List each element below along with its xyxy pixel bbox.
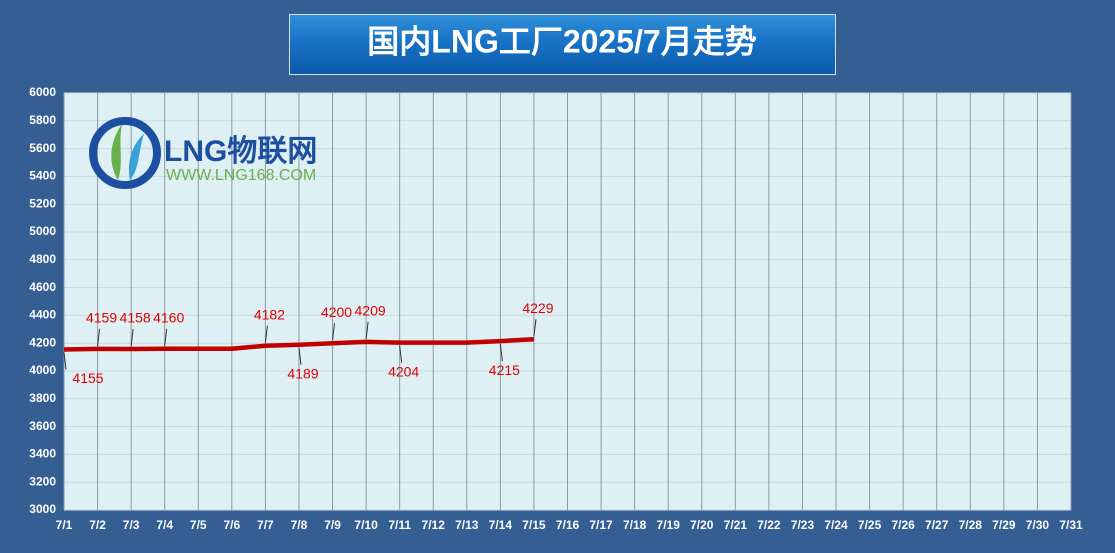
y-tick-label: 3000: [29, 502, 56, 516]
data-label: 4200: [321, 304, 352, 320]
y-tick-label: 5600: [29, 141, 56, 155]
logo-leaf: [128, 134, 144, 180]
x-tick-label: 7/17: [589, 518, 613, 532]
y-tick-label: 4000: [29, 363, 56, 377]
x-tick-label: 7/15: [522, 518, 546, 532]
chart-title: 国内LNG工厂2025/7月走势: [367, 23, 756, 59]
x-tick-label: 7/14: [489, 518, 513, 532]
y-tick-label: 4800: [29, 252, 56, 266]
x-tick-label: 7/25: [858, 518, 882, 532]
x-tick-label: 7/29: [992, 518, 1016, 532]
logo-brand: LNG物联网: [164, 135, 317, 168]
data-label: 4209: [355, 303, 386, 319]
leader-line: [164, 328, 168, 346]
leader-line: [264, 325, 268, 343]
leader-line: [499, 344, 503, 362]
title-box: [289, 14, 836, 75]
leader-line: [365, 321, 369, 340]
y-tick-label: 5800: [29, 113, 56, 127]
x-tick-label: 7/18: [623, 518, 647, 532]
data-label: 4159: [86, 310, 117, 326]
x-tick-label: 7/27: [925, 518, 949, 532]
leader-line: [97, 328, 101, 346]
data-label: 4155: [72, 370, 103, 386]
data-label: 4189: [287, 365, 318, 381]
x-tick-label: 7/16: [556, 518, 580, 532]
logo-url: WWW.LNG168.COM: [166, 167, 316, 184]
y-tick-label: 6000: [29, 85, 56, 99]
x-tick-label: 7/3: [123, 518, 140, 532]
data-label: 4158: [120, 310, 151, 326]
x-tick-label: 7/31: [1059, 518, 1083, 532]
x-tick-label: 7/8: [291, 518, 308, 532]
x-tick-label: 7/4: [156, 518, 173, 532]
x-tick-label: 7/11: [388, 518, 411, 532]
leader-line: [130, 328, 134, 347]
data-label: 4229: [522, 300, 553, 316]
line: [63, 336, 535, 352]
x-tick-label: 7/23: [791, 518, 815, 532]
y-tick-label: 4400: [29, 308, 56, 322]
x-tick-label: 7/24: [824, 518, 848, 532]
x-tick-label: 7/7: [257, 518, 274, 532]
x-tick-label: 7/13: [455, 518, 479, 532]
x-tick-label: 7/30: [1026, 518, 1050, 532]
x-tick-label: 7/22: [757, 518, 781, 532]
leader-line: [332, 323, 336, 341]
y-tick-label: 4600: [29, 280, 56, 294]
data-label: 4160: [153, 309, 184, 325]
y-tick-label: 5200: [29, 196, 56, 210]
data-label: 4215: [489, 362, 520, 378]
x-tick-label: 7/9: [324, 518, 341, 532]
x-tick-label: 7/1: [56, 518, 73, 532]
y-tick-label: 3200: [29, 474, 56, 488]
x-tick-label: 7/20: [690, 518, 714, 532]
data-label: 4182: [254, 306, 285, 322]
x-tick-label: 7/19: [657, 518, 681, 532]
y-tick-label: 5400: [29, 169, 56, 183]
y-tick-label: 3400: [29, 447, 56, 461]
logo-leaf: [111, 124, 122, 180]
logo-ring: [89, 117, 161, 189]
y-tick-label: 3800: [29, 391, 56, 405]
leader-line: [533, 319, 537, 337]
x-tick-label: 7/5: [190, 518, 207, 532]
x-tick-label: 7/12: [422, 518, 446, 532]
leader-line: [399, 345, 403, 363]
y-tick-label: 5000: [29, 224, 56, 238]
y-tick-label: 4200: [29, 335, 56, 349]
logo: LNG物联网 WWW.LNG168.COM: [89, 117, 317, 189]
leader-line: [63, 352, 67, 370]
x-tick-label: 7/10: [354, 518, 378, 532]
x-tick-label: 7/26: [891, 518, 915, 532]
x-tick-label: 7/21: [724, 518, 748, 532]
x-tick-label: 7/6: [223, 518, 240, 532]
x-tick-label: 7/28: [959, 518, 983, 532]
y-tick-label: 3600: [29, 419, 56, 433]
leader-line: [298, 347, 302, 365]
x-tick-label: 7/2: [89, 518, 106, 532]
data-label: 4204: [388, 363, 419, 379]
